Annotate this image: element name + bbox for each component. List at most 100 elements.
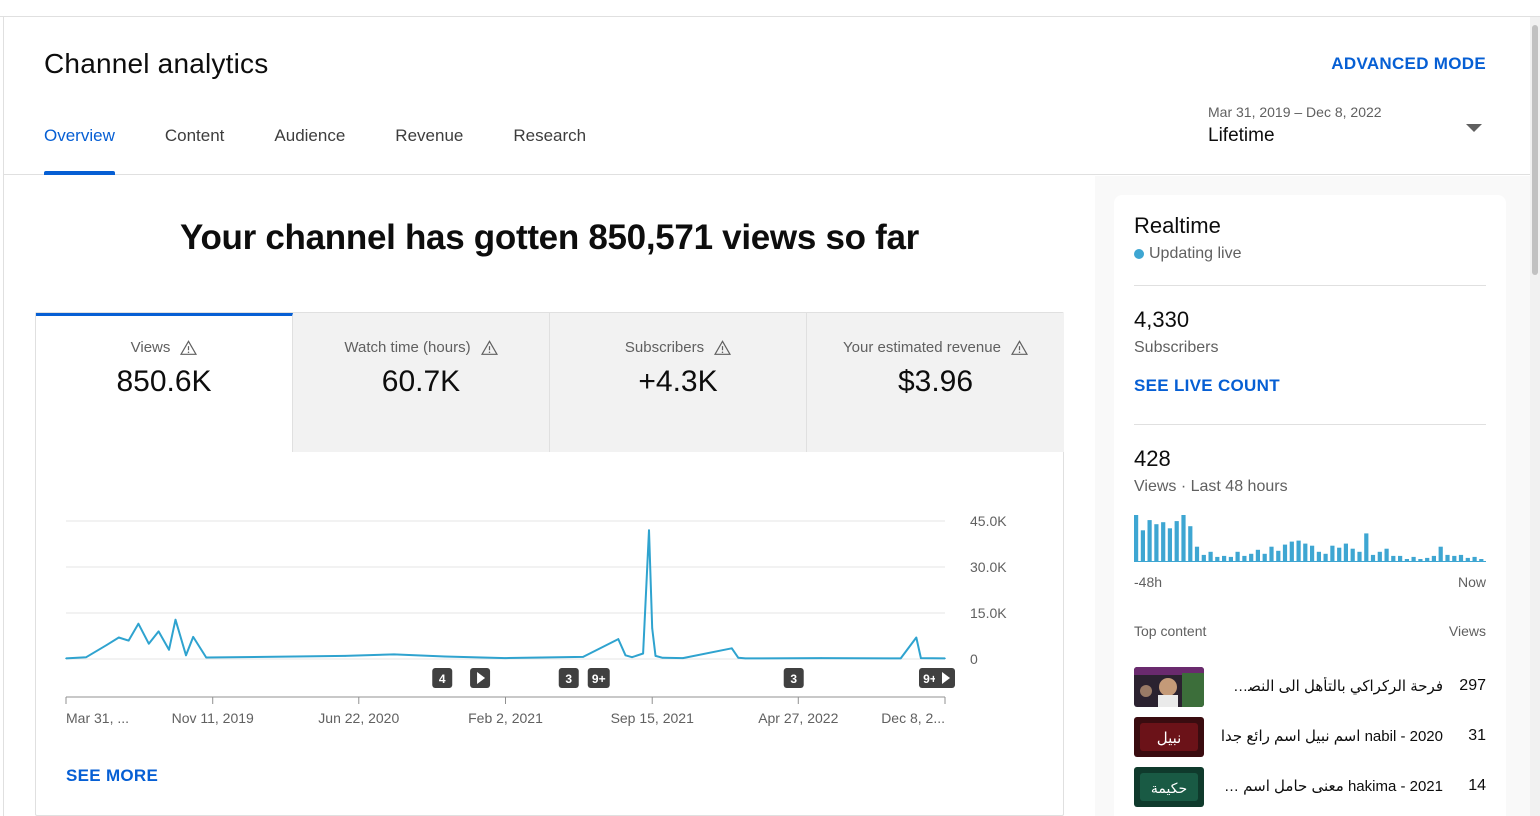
thumbnail-caption: حكيمة — [1151, 781, 1187, 797]
data-point — [127, 639, 130, 642]
data-point — [205, 656, 207, 659]
realtime-bar — [1330, 545, 1335, 561]
metric-label: Subscribers — [624, 339, 705, 356]
annotation-marker[interactable]: 3 — [558, 668, 579, 688]
realtime-bar — [1147, 520, 1152, 561]
realtime-bar — [1208, 551, 1213, 561]
data-point — [654, 655, 657, 657]
annotation-count: 9+ — [592, 672, 606, 686]
top-border — [0, 0, 1540, 17]
top-content-item[interactable]: حكيمة hakima - 2021 معنى حامل اسم حكيمة … — [1134, 767, 1486, 807]
warning-icon — [480, 340, 498, 355]
x-tick-label: Apr 27, 2022 — [758, 710, 838, 726]
metric-value: +4.3K — [638, 365, 718, 398]
top-content-header: Top content — [1134, 623, 1207, 639]
tab-research[interactable]: Research — [513, 126, 587, 145]
realtime-bar — [1289, 541, 1294, 561]
data-point — [157, 630, 160, 633]
metric-label: Watch time (hours) — [344, 339, 471, 356]
annotation-marker[interactable]: 9+ — [587, 668, 610, 688]
tab-revenue[interactable]: Revenue — [395, 126, 464, 145]
play-icon — [477, 672, 486, 684]
data-point — [105, 644, 108, 646]
realtime-bar — [1215, 556, 1220, 561]
data-point — [648, 529, 650, 531]
realtime-bar — [1411, 556, 1416, 561]
metric-tab-watch-time[interactable]: Watch time (hours) 60.7K — [293, 313, 550, 452]
video-thumbnail — [1134, 667, 1204, 707]
video-views: 14 — [1468, 777, 1486, 794]
thumbnail-caption: نبيل — [1157, 729, 1182, 747]
data-point — [915, 636, 918, 639]
tab-content[interactable]: Content — [164, 126, 225, 145]
realtime-bar — [1458, 554, 1464, 561]
annotation-count: 3 — [565, 672, 572, 686]
vertical-scrollbar[interactable] — [1530, 17, 1540, 816]
realtime-bar — [1228, 556, 1233, 561]
metric-tab-subscribers[interactable]: Subscribers +4.3K — [550, 313, 807, 452]
views-series-line — [65, 529, 946, 660]
top-content-item[interactable]: نبيل nabil - 2020 اسم نبيل اسم رائع جدا … — [1134, 717, 1486, 757]
metric-tab-revenue[interactable]: Your estimated revenue $3.96 — [807, 313, 1064, 452]
annotation-badge — [587, 668, 610, 688]
video-thumbnail-image: حكيمة — [1134, 767, 1204, 807]
video-play-marker[interactable] — [470, 668, 491, 688]
realtime-bar — [1391, 555, 1396, 561]
video-thumbnail: نبيل — [1134, 717, 1204, 757]
video-views: 31 — [1468, 727, 1486, 744]
left-border — [3, 17, 4, 816]
advanced-mode-button[interactable]: ADVANCED MODE — [1331, 54, 1486, 73]
y-tick-label: 0 — [970, 651, 978, 667]
video-title: nabil - 2020 اسم نبيل اسم رائع جدا — [1220, 728, 1443, 745]
divider — [1134, 424, 1486, 425]
realtime-bar — [1194, 546, 1200, 561]
metric-value: 60.7K — [381, 365, 461, 398]
divider — [1134, 285, 1486, 286]
video-thumbnail-image: نبيل — [1134, 717, 1204, 757]
see-live-count-button[interactable]: SEE LIVE COUNT — [1134, 376, 1280, 395]
metric-tab-views[interactable]: Views 850.6K — [36, 313, 293, 452]
y-tick-label: 15.0K — [970, 605, 1007, 621]
realtime-bar — [1167, 528, 1172, 561]
annotation-badge — [783, 668, 804, 688]
top-content-item[interactable]: فرحة الركراكي بالتأهل الى النصف النهائي … — [1134, 667, 1486, 707]
metric-label-wrap: Views — [131, 339, 198, 356]
realtime-views-label: Views · Last 48 hours — [1134, 478, 1288, 495]
x-tick-label: Sep 15, 2021 — [611, 710, 695, 726]
tab-audience[interactable]: Audience — [274, 126, 346, 145]
data-point — [393, 653, 395, 656]
top-content-views-header: Views — [1448, 623, 1486, 639]
metric-label: Your estimated revenue — [843, 339, 1001, 356]
realtime-bar — [1134, 515, 1139, 561]
data-point — [944, 657, 946, 660]
x-tick-label: Nov 11, 2019 — [172, 710, 254, 726]
tab-overview[interactable]: Overview — [44, 126, 115, 175]
subscribers-label: Subscribers — [1134, 339, 1219, 356]
data-point — [730, 647, 733, 650]
realtime-status-text: Updating live — [1149, 245, 1242, 262]
data-point — [624, 654, 627, 657]
realtime-bar — [1310, 545, 1315, 561]
realtime-bar — [1431, 555, 1436, 561]
realtime-bar — [1188, 526, 1193, 561]
realtime-bar — [1276, 550, 1281, 561]
data-point — [185, 654, 187, 657]
x-tick-label: Feb 2, 2021 — [468, 710, 543, 726]
data-point — [168, 649, 170, 651]
realtime-bar — [1343, 543, 1348, 561]
realtime-bar — [1201, 554, 1206, 561]
video-play-marker[interactable] — [935, 668, 955, 688]
realtime-bar — [1282, 544, 1288, 561]
annotation-count: 9+ — [923, 672, 937, 686]
annotation-marker[interactable]: 3 — [783, 668, 804, 688]
scrollbar-thumb[interactable] — [1532, 25, 1538, 275]
realtime-bar — [1472, 556, 1477, 561]
annotation-marker[interactable]: 4 — [432, 668, 453, 688]
warning-icon — [714, 340, 732, 355]
data-point — [899, 657, 902, 660]
realtime-status: Updating live — [1134, 245, 1242, 263]
video-thumbnail-image — [1134, 667, 1204, 707]
see-more-button[interactable]: SEE MORE — [66, 766, 159, 785]
date-range-picker[interactable]: Mar 31, 2019 – Dec 8, 2022 Lifetime — [1208, 104, 1490, 156]
